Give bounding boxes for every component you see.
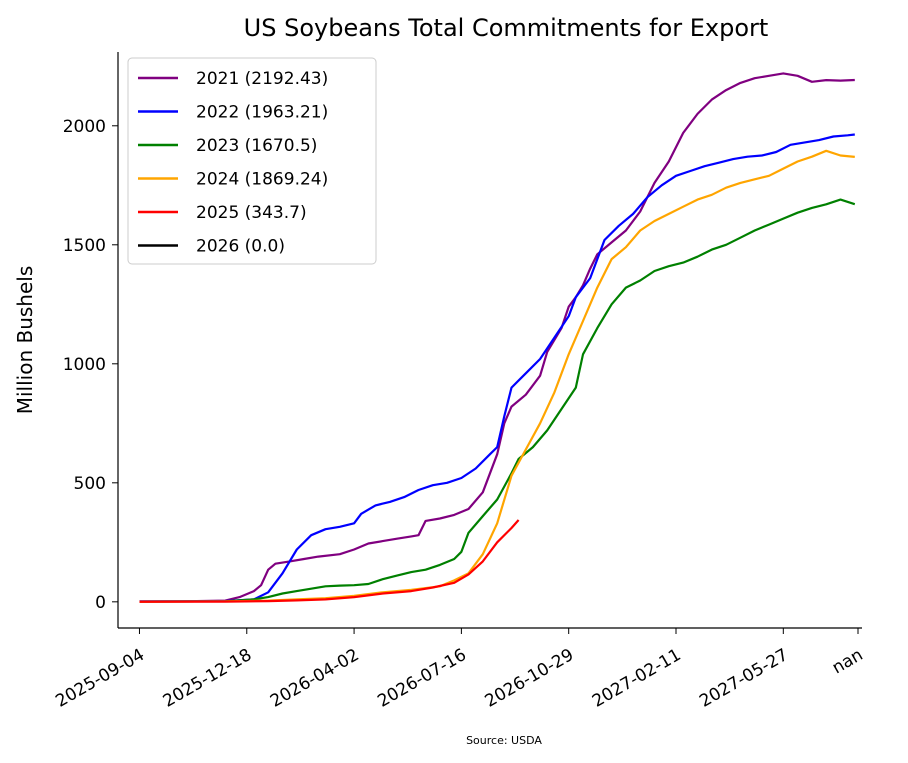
legend-label: 2024 (1869.24) (196, 170, 328, 190)
x-tick-label: nan (829, 645, 867, 678)
series-line-2 (139, 133, 855, 603)
x-tick-label: 2025-09-04 (52, 645, 148, 712)
x-tick-label: 2027-05-27 (696, 645, 792, 712)
series-line-5 (139, 519, 520, 603)
x-tick-label: 2026-04-02 (267, 645, 363, 712)
y-tick-label: 1500 (63, 236, 106, 256)
y-tick-label: 2000 (63, 117, 106, 137)
legend-label: 2026 (0.0) (196, 237, 285, 257)
series-lines (139, 72, 856, 603)
legend-label: 2025 (343.7) (196, 203, 307, 223)
series-line-1 (139, 72, 855, 603)
x-tick-label: 2026-10-29 (482, 645, 578, 712)
legend-label: 2023 (1670.5) (196, 136, 317, 156)
legend-label: 2022 (1963.21) (196, 103, 328, 123)
source-note: Source: USDA (466, 734, 542, 747)
y-axis-label: Million Bushels (13, 266, 37, 415)
x-tick-label: 2025-12-18 (160, 645, 256, 712)
x-tick-label: 2027-02-11 (589, 645, 685, 712)
y-tick-label: 0 (95, 593, 106, 613)
series-line-3 (139, 198, 856, 603)
series-line-4 (139, 149, 855, 603)
y-tick-label: 500 (74, 474, 106, 494)
x-tick-label: 2026-07-16 (374, 645, 470, 712)
legend-box (127, 57, 377, 265)
legend-label: 2021 (2192.43) (196, 69, 328, 89)
legend: 2021 (2192.43) 2022 (1963.21) 2023 (1670.5… (127, 57, 377, 265)
chart-title: US Soybeans Total Commitments for Export (244, 14, 769, 42)
y-tick-label: 1000 (63, 355, 106, 375)
